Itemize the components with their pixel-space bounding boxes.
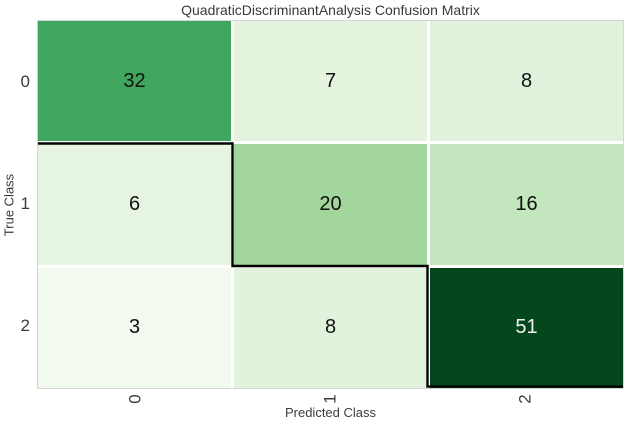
matrix-cell-r0c0: 32: [38, 21, 231, 142]
matrix-cell-r0c1: 7: [234, 21, 427, 142]
matrix-cell-r1c1: 20: [234, 144, 427, 265]
matrix-cell-r2c1: 8: [234, 267, 427, 388]
y-tick-0: 0: [20, 72, 30, 91]
matrix-cell-r2c0: 3: [38, 267, 231, 388]
x-tick-0: 0: [125, 394, 145, 404]
matrix-cell-r0c2: 8: [430, 21, 623, 142]
x-axis-label: Predicted Class: [284, 405, 377, 420]
x-tick-2: 2: [515, 394, 535, 404]
y-tick-1: 1: [20, 194, 30, 213]
matrix-cell-r1c0: 6: [38, 144, 231, 265]
heatmap-plot-area: 32 7 8 6 20 16 3 8 51: [37, 20, 624, 389]
matrix-cell-r1c2: 16: [430, 144, 623, 265]
y-tick-2: 2: [20, 316, 30, 335]
y-axis-label: True Class: [1, 173, 17, 237]
x-tick-1: 1: [320, 394, 340, 404]
matrix-cell-r2c2: 51: [430, 267, 623, 388]
chart-title: QuadraticDiscriminantAnalysis Confusion …: [181, 2, 480, 18]
